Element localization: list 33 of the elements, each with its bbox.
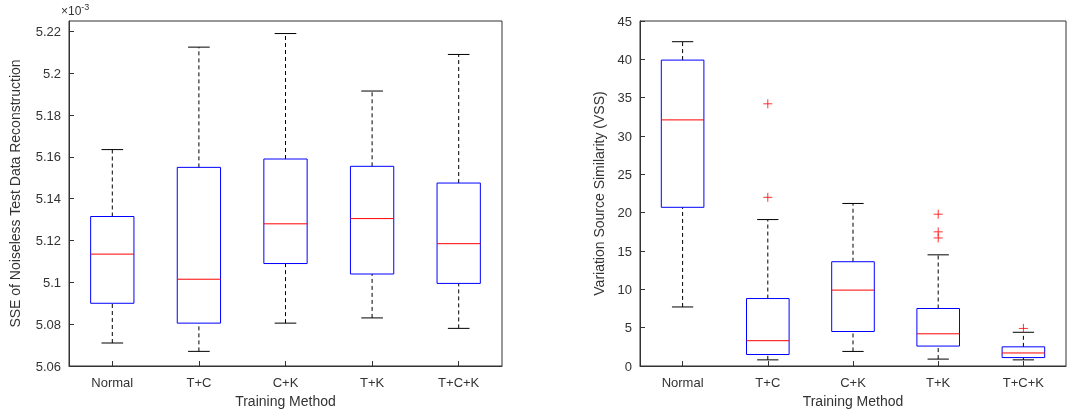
y-tick-label: 15 xyxy=(617,243,632,259)
y-tick-label: 5.18 xyxy=(35,107,61,123)
y-axis-title: SSE of Noiseless Test Data Reconstruction xyxy=(7,59,23,328)
y-tick-label: 40 xyxy=(617,51,632,67)
x-tick-label: Normal xyxy=(661,375,704,390)
y-tick-label: 45 xyxy=(617,13,632,29)
x-tick-label: T+C+K xyxy=(438,375,480,390)
y-tick-label: 5 xyxy=(624,320,632,336)
y-tick-label: 35 xyxy=(617,90,632,106)
y-tick-label: 10 xyxy=(617,281,632,297)
y-tick-label: 5.1 xyxy=(42,274,61,290)
x-tick-label: T+C xyxy=(186,375,212,390)
y-tick-label: 20 xyxy=(617,205,632,221)
x-tick-label: Normal xyxy=(91,375,134,390)
y-axis-title: Variation Source Similarity (VSS) xyxy=(591,91,607,296)
x-tick-label: T+C xyxy=(755,375,781,390)
x-axis-title: Training Method xyxy=(802,393,904,409)
y-tick-label: 5.14 xyxy=(35,191,61,207)
x-tick-label: T+K xyxy=(359,375,385,390)
y-tick-label: 30 xyxy=(617,128,632,144)
y-tick-label: 25 xyxy=(617,166,632,182)
y-tick-label: 5.22 xyxy=(35,23,61,39)
x-tick-label: C+K xyxy=(840,375,867,390)
y-tick-label: 5.12 xyxy=(35,233,61,249)
x-tick-label: T+K xyxy=(926,375,951,390)
x-tick-label: T+C+K xyxy=(1002,375,1045,390)
y-tick-label: 5.16 xyxy=(35,149,61,165)
y-tick-label: 0 xyxy=(624,358,632,374)
y-tick-label: 5.08 xyxy=(35,316,61,332)
x-axis-title: Training Method xyxy=(235,393,336,409)
y-tick-label: 5.2 xyxy=(42,65,61,81)
y-tick-label: 5.06 xyxy=(35,358,61,374)
x-tick-label: C+K xyxy=(272,375,299,390)
